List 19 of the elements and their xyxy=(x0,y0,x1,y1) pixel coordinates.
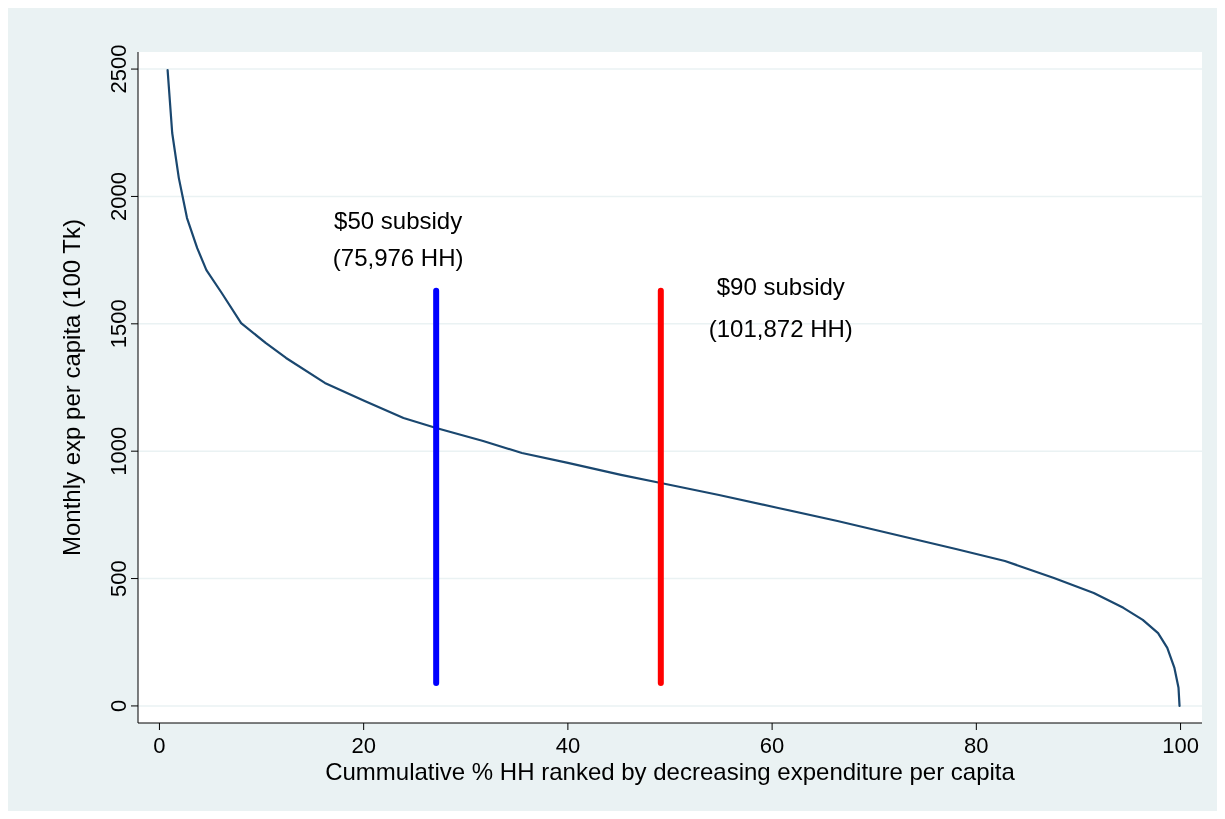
annotation: (75,976 HH) xyxy=(332,244,464,272)
x-tick-label: 100 xyxy=(1162,733,1199,758)
y-axis-title: Monthly exp per capita (100 Tk) xyxy=(58,218,85,557)
y-tick-label: 2000 xyxy=(106,171,131,221)
x-axis-title: Cummulative % HH ranked by decreasing expenditure per capita xyxy=(325,758,1016,785)
x-tick-label: 60 xyxy=(759,733,785,758)
line-series xyxy=(166,68,1181,708)
y-tick-label: 0 xyxy=(106,699,131,713)
y-tick-label: 500 xyxy=(106,560,131,597)
annotation: $90 subsidy xyxy=(716,273,845,301)
y-tick-label: 1500 xyxy=(106,299,131,349)
x-tick-label: 40 xyxy=(555,733,581,758)
x-tick-label: 80 xyxy=(964,733,989,758)
x-tick-label: 20 xyxy=(351,733,376,758)
y-tick-label: 2500 xyxy=(106,44,131,94)
x-tick-label: 0 xyxy=(153,733,166,758)
annotation: $50 subsidy xyxy=(334,207,463,235)
y-tick-label: 1000 xyxy=(106,426,131,476)
annotation: (101,872 HH) xyxy=(708,315,853,343)
